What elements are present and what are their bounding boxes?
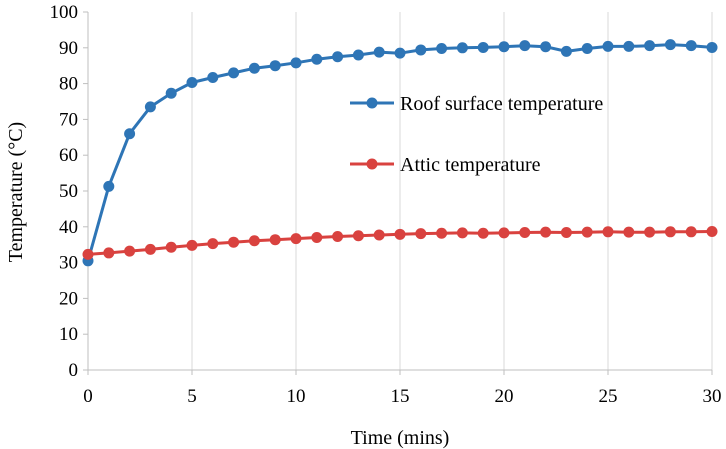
data-point-attic-temperature bbox=[332, 230, 344, 242]
y-tick-label: 60 bbox=[59, 145, 78, 166]
data-point-attic-temperature bbox=[623, 226, 635, 238]
x-tick-label: 20 bbox=[495, 386, 514, 407]
y-tick-label: 10 bbox=[59, 324, 78, 345]
data-point-roof-surface-temperature bbox=[415, 44, 427, 56]
data-point-attic-temperature bbox=[186, 239, 198, 251]
y-tick-label: 50 bbox=[59, 181, 78, 202]
legend-label-roof-surface-temperature: Roof surface temperature bbox=[400, 93, 603, 115]
data-point-attic-temperature bbox=[373, 229, 385, 241]
data-point-attic-temperature bbox=[82, 248, 94, 260]
data-point-roof-surface-temperature bbox=[644, 40, 656, 52]
data-point-roof-surface-temperature bbox=[165, 87, 177, 99]
data-point-attic-temperature bbox=[456, 227, 468, 239]
y-tick-label: 0 bbox=[69, 360, 79, 381]
data-point-roof-surface-temperature bbox=[103, 180, 115, 192]
series-group bbox=[82, 39, 718, 267]
data-point-attic-temperature bbox=[124, 245, 136, 257]
y-tick-label: 90 bbox=[59, 38, 78, 59]
data-point-attic-temperature bbox=[415, 228, 427, 240]
data-point-roof-surface-temperature bbox=[623, 40, 635, 52]
data-point-attic-temperature bbox=[644, 226, 656, 238]
legend-marker-attic-temperature bbox=[366, 158, 378, 170]
data-point-attic-temperature bbox=[103, 247, 115, 259]
data-point-roof-surface-temperature bbox=[124, 128, 136, 140]
data-point-attic-temperature bbox=[352, 230, 364, 242]
y-tick-label: 70 bbox=[59, 109, 78, 130]
tick-labels: 0 10 20 30 40 50 60 70 80 90 100 0 5 10 15 20 25 30 bbox=[50, 2, 722, 407]
data-point-roof-surface-temperature bbox=[332, 51, 344, 63]
data-point-attic-temperature bbox=[436, 227, 448, 239]
data-point-roof-surface-temperature bbox=[186, 77, 198, 89]
data-point-attic-temperature bbox=[685, 226, 697, 238]
data-point-roof-surface-temperature bbox=[540, 41, 552, 53]
data-point-attic-temperature bbox=[560, 227, 572, 239]
legend-label-attic-temperature: Attic temperature bbox=[400, 154, 541, 176]
data-point-roof-surface-temperature bbox=[290, 57, 302, 69]
y-tick-label: 30 bbox=[59, 253, 78, 274]
data-point-roof-surface-temperature bbox=[602, 40, 614, 52]
data-point-roof-surface-temperature bbox=[269, 60, 281, 72]
data-point-roof-surface-temperature bbox=[248, 62, 260, 74]
data-point-attic-temperature bbox=[228, 236, 240, 248]
x-tick-label: 25 bbox=[599, 386, 618, 407]
data-point-attic-temperature bbox=[706, 225, 718, 237]
data-point-roof-surface-temperature bbox=[560, 45, 572, 57]
data-point-attic-temperature bbox=[165, 241, 177, 253]
data-point-attic-temperature bbox=[394, 228, 406, 240]
data-point-attic-temperature bbox=[144, 243, 156, 255]
data-point-attic-temperature bbox=[664, 226, 676, 238]
data-point-roof-surface-temperature bbox=[664, 39, 676, 51]
y-tick-label: 100 bbox=[50, 2, 79, 23]
data-point-attic-temperature bbox=[311, 232, 323, 244]
data-point-roof-surface-temperature bbox=[519, 40, 531, 52]
y-tick-label: 40 bbox=[59, 217, 78, 238]
x-axis-title: Time (mins) bbox=[351, 427, 450, 449]
data-point-attic-temperature bbox=[269, 234, 281, 246]
data-point-roof-surface-temperature bbox=[394, 47, 406, 59]
x-tick-label: 10 bbox=[287, 386, 306, 407]
data-point-roof-surface-temperature bbox=[685, 40, 697, 52]
data-point-attic-temperature bbox=[477, 227, 489, 239]
data-point-roof-surface-temperature bbox=[144, 101, 156, 113]
data-point-roof-surface-temperature bbox=[228, 67, 240, 79]
data-point-roof-surface-temperature bbox=[581, 43, 593, 55]
data-point-roof-surface-temperature bbox=[311, 53, 323, 65]
x-tick-label: 15 bbox=[391, 386, 410, 407]
gridlines bbox=[191, 12, 713, 370]
data-point-attic-temperature bbox=[602, 226, 614, 238]
data-point-roof-surface-temperature bbox=[498, 41, 510, 53]
data-point-roof-surface-temperature bbox=[706, 41, 718, 53]
data-point-attic-temperature bbox=[248, 235, 260, 247]
y-tick-label: 80 bbox=[59, 74, 78, 95]
data-point-attic-temperature bbox=[540, 226, 552, 238]
data-point-roof-surface-temperature bbox=[373, 46, 385, 58]
data-point-roof-surface-temperature bbox=[207, 72, 219, 84]
data-point-roof-surface-temperature bbox=[456, 42, 468, 54]
axes bbox=[83, 11, 713, 375]
data-point-roof-surface-temperature bbox=[352, 49, 364, 61]
legend-marker-roof-surface-temperature bbox=[366, 97, 378, 109]
data-point-roof-surface-temperature bbox=[477, 41, 489, 53]
x-tick-label: 30 bbox=[703, 386, 722, 407]
data-point-attic-temperature bbox=[207, 238, 219, 250]
x-tick-label: 5 bbox=[187, 386, 197, 407]
legend: Roof surface temperature Attic temperatur… bbox=[350, 93, 603, 176]
data-point-roof-surface-temperature bbox=[436, 43, 448, 55]
y-axis-title: Temperature (°C) bbox=[5, 122, 27, 262]
x-tick-label: 0 bbox=[83, 386, 93, 407]
y-tick-label: 20 bbox=[59, 288, 78, 309]
data-point-attic-temperature bbox=[498, 227, 510, 239]
data-point-attic-temperature bbox=[581, 226, 593, 238]
data-point-attic-temperature bbox=[519, 227, 531, 239]
data-point-attic-temperature bbox=[290, 233, 302, 245]
